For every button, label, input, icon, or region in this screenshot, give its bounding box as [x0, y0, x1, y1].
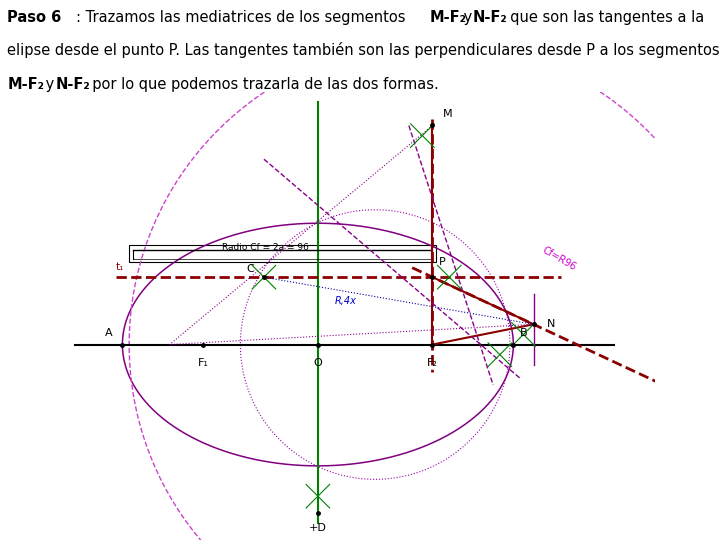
- Text: M-F₂: M-F₂: [7, 77, 44, 92]
- Text: C: C: [246, 264, 254, 274]
- Text: N-F₂: N-F₂: [55, 77, 90, 92]
- Text: O: O: [313, 358, 323, 368]
- Text: A: A: [104, 328, 112, 338]
- Text: t₁: t₁: [116, 262, 124, 272]
- Text: F₁: F₁: [198, 358, 209, 368]
- Text: por lo que podemos trazarla de las dos formas.: por lo que podemos trazarla de las dos f…: [84, 77, 439, 92]
- Text: y: y: [459, 10, 477, 25]
- Text: : Trazamos las mediatrices de los segmentos: : Trazamos las mediatrices de los segmen…: [76, 10, 410, 25]
- Text: M: M: [443, 109, 452, 119]
- Text: B: B: [520, 328, 528, 338]
- Bar: [129, 245, 436, 262]
- Text: Radio Cf = 2a = 96: Radio Cf = 2a = 96: [222, 243, 309, 252]
- Text: Cf=R96: Cf=R96: [540, 245, 577, 272]
- Text: elipse desde el punto P. Las tangentes también son las perpendiculares desde P a: elipse desde el punto P. Las tangentes t…: [7, 42, 720, 58]
- Text: Paso 6: Paso 6: [7, 10, 61, 25]
- Text: que son las tangentes a la: que son las tangentes a la: [501, 10, 704, 25]
- Text: M-F₂: M-F₂: [429, 10, 466, 25]
- Text: +D: +D: [309, 523, 327, 533]
- Text: P: P: [439, 257, 446, 267]
- Text: N-F₂: N-F₂: [473, 10, 508, 25]
- Text: F₂: F₂: [427, 358, 438, 368]
- Text: R,4x: R,4x: [335, 296, 356, 306]
- Text: N: N: [547, 319, 555, 329]
- Text: y: y: [41, 77, 59, 92]
